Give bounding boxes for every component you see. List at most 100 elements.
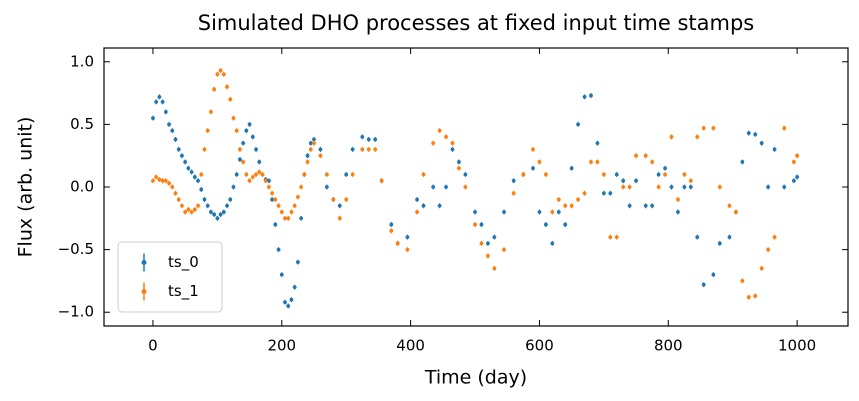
- point: [302, 172, 307, 177]
- point: [312, 137, 316, 142]
- point: [753, 294, 758, 298]
- point: [247, 122, 252, 127]
- point: [405, 235, 410, 239]
- point: [627, 185, 632, 189]
- point: [550, 241, 555, 246]
- x-axis-label: Time (day): [424, 367, 527, 389]
- point: [305, 153, 310, 158]
- point: [151, 116, 155, 121]
- point: [225, 84, 229, 89]
- point: [543, 222, 548, 227]
- point: [151, 178, 155, 183]
- point: [373, 147, 378, 152]
- point: [688, 185, 693, 189]
- point: [621, 185, 626, 189]
- point: [250, 175, 255, 179]
- point: [163, 178, 168, 183]
- point: [457, 160, 461, 164]
- point: [589, 93, 593, 98]
- point: [537, 160, 542, 164]
- point: [688, 178, 693, 183]
- point: [479, 241, 484, 246]
- point: [360, 135, 365, 139]
- point: [569, 203, 574, 208]
- point: [350, 147, 355, 152]
- point: [157, 177, 162, 182]
- point: [415, 197, 419, 202]
- point: [589, 160, 593, 164]
- point: [180, 153, 184, 158]
- point: [157, 94, 162, 99]
- point: [682, 172, 687, 177]
- point: [209, 210, 213, 214]
- point: [260, 172, 265, 177]
- point: [701, 126, 706, 131]
- point: [202, 197, 207, 202]
- point: [209, 109, 213, 114]
- point: [344, 172, 349, 177]
- plot-frame: [103, 47, 849, 327]
- point: [292, 285, 297, 290]
- point: [221, 210, 226, 214]
- point: [431, 185, 436, 189]
- point: [682, 185, 687, 189]
- x-tick-label: 600: [525, 337, 554, 355]
- point: [205, 128, 210, 133]
- point: [366, 147, 371, 152]
- point: [212, 212, 217, 217]
- point: [295, 195, 300, 199]
- point: [492, 235, 497, 239]
- point: [273, 197, 278, 202]
- legend-label: ts_1: [168, 282, 199, 301]
- point: [270, 197, 275, 202]
- point: [463, 172, 468, 177]
- point: [186, 207, 191, 212]
- point: [643, 203, 648, 208]
- point: [360, 147, 365, 152]
- point: [782, 185, 787, 189]
- point: [170, 185, 175, 189]
- point: [283, 216, 287, 221]
- point: [154, 175, 159, 179]
- point: [196, 203, 200, 208]
- point: [305, 160, 310, 164]
- point: [286, 304, 291, 308]
- point: [167, 181, 171, 186]
- point: [308, 141, 313, 146]
- point: [415, 210, 419, 214]
- point: [160, 99, 165, 104]
- point: [267, 178, 271, 183]
- point: [163, 109, 168, 114]
- point: [563, 203, 568, 208]
- point: [173, 191, 178, 196]
- point: [663, 172, 667, 177]
- point: [257, 170, 262, 174]
- point: [192, 207, 197, 212]
- point: [299, 185, 304, 189]
- point: [283, 300, 287, 305]
- point: [395, 241, 400, 246]
- point: [795, 175, 800, 179]
- x-tick-label: 200: [267, 337, 296, 355]
- point: [759, 141, 764, 146]
- point: [450, 147, 455, 152]
- point: [511, 178, 516, 183]
- point: [614, 235, 619, 239]
- point: [350, 172, 355, 177]
- chart-title: Simulated DHO processes at fixed input t…: [198, 11, 755, 35]
- point: [717, 241, 722, 246]
- point: [199, 172, 204, 177]
- point: [634, 153, 638, 158]
- point: [701, 282, 706, 287]
- point: [601, 172, 606, 177]
- point: [295, 260, 300, 265]
- point: [202, 147, 207, 152]
- point: [444, 185, 448, 189]
- point: [531, 166, 535, 171]
- point: [337, 203, 342, 208]
- point: [643, 153, 648, 158]
- point: [389, 222, 394, 227]
- point: [669, 185, 674, 189]
- point: [267, 185, 271, 189]
